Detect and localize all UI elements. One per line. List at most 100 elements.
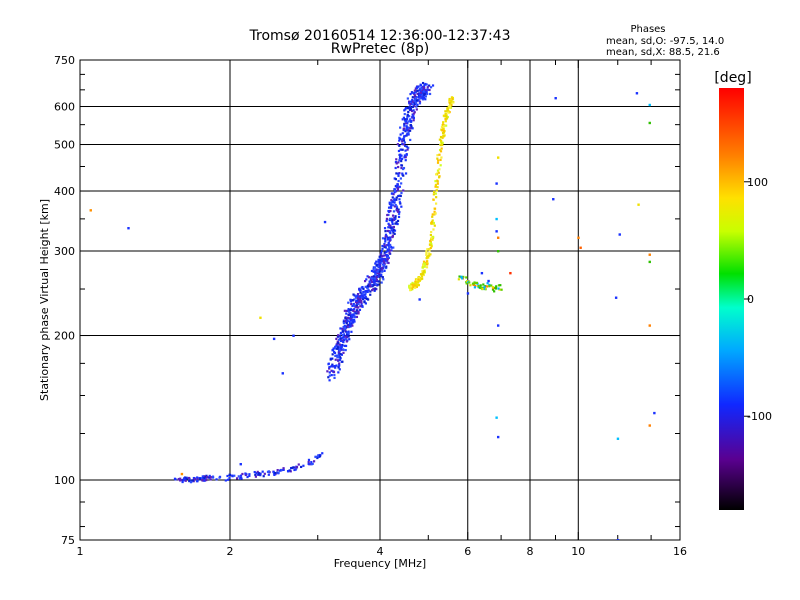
echo-point — [407, 106, 410, 109]
echo-point — [326, 370, 329, 373]
echo-point — [328, 379, 331, 382]
echo-point — [426, 248, 429, 251]
echo-point — [200, 477, 203, 480]
echo-point — [373, 288, 376, 291]
echo-point — [381, 247, 384, 250]
echo-point — [373, 266, 377, 269]
echo-point — [366, 286, 370, 289]
echo-point — [405, 126, 409, 129]
echo-point — [404, 156, 407, 159]
noise-point — [281, 372, 284, 375]
echo-point — [338, 364, 341, 367]
echo-point — [255, 472, 258, 475]
echo-point — [393, 229, 397, 232]
echo-point — [331, 357, 334, 360]
noise-point — [648, 121, 651, 125]
noise-point — [272, 337, 276, 341]
echo-point — [405, 145, 408, 148]
echo-point — [294, 468, 297, 471]
echo-point — [402, 139, 406, 142]
echo-point — [378, 272, 381, 275]
echo-point — [485, 285, 489, 288]
echo-point — [347, 332, 350, 336]
echo-point — [440, 147, 443, 150]
echo-point — [413, 111, 416, 114]
echo-point — [434, 180, 437, 183]
echo-point — [417, 284, 420, 287]
echo-point — [354, 312, 357, 315]
echo-point — [388, 245, 391, 249]
echo-point — [370, 280, 374, 283]
echo-point — [440, 139, 443, 142]
echo-point — [339, 335, 342, 338]
echo-point — [416, 283, 419, 287]
echo-point — [445, 115, 448, 118]
echo-point — [207, 476, 211, 479]
echo-point — [423, 262, 426, 265]
echo-point — [380, 249, 383, 253]
echo-point — [406, 115, 409, 118]
y-tick-labels: 75 100 200 300 400 500 600 750 — [54, 54, 75, 547]
echo-point — [389, 226, 392, 229]
echo-point — [396, 143, 399, 146]
echo-point — [379, 256, 382, 260]
echo-point — [397, 212, 401, 216]
echo-point — [367, 276, 371, 279]
echo-point — [393, 188, 396, 191]
echo-point — [447, 105, 450, 108]
echo-point — [258, 473, 261, 476]
echo-point — [408, 105, 412, 108]
echo-point — [377, 258, 380, 261]
echo-point — [479, 284, 482, 287]
echo-point — [437, 171, 440, 174]
echo-point — [466, 280, 469, 283]
echo-point — [430, 237, 433, 240]
echo-point — [184, 479, 187, 482]
echo-point — [353, 298, 356, 301]
echo-point — [341, 327, 344, 330]
echo-point — [413, 102, 416, 106]
echo-point — [339, 352, 342, 356]
echo-point — [361, 285, 364, 289]
echo-point — [399, 194, 402, 198]
echo-point — [357, 306, 360, 309]
echo-point — [424, 95, 428, 98]
echo-point — [415, 99, 418, 102]
echo-point — [333, 350, 336, 353]
noise-point — [648, 103, 651, 107]
echo-point — [495, 285, 498, 288]
echo-point — [441, 143, 444, 147]
noise-point — [509, 271, 512, 275]
phase-box-title: Phases — [630, 24, 665, 35]
echo-point — [334, 347, 337, 350]
echo-point — [389, 243, 392, 247]
echo-point — [307, 462, 310, 465]
noise-point — [292, 334, 295, 337]
echo-point — [440, 125, 444, 129]
echo-point — [415, 101, 418, 104]
echo-point — [490, 284, 493, 287]
echo-point — [201, 475, 204, 478]
echo-point — [375, 276, 378, 279]
echo-point — [177, 477, 181, 481]
echo-point — [341, 343, 344, 347]
echo-point — [364, 295, 367, 299]
echo-point — [358, 288, 361, 291]
echo-point — [440, 156, 443, 159]
echo-point — [388, 236, 392, 239]
echo-point — [438, 168, 441, 171]
echo-point — [369, 290, 372, 293]
noise-point — [554, 97, 557, 100]
echo-point — [444, 113, 447, 116]
echo-point — [389, 232, 392, 235]
echo-point — [353, 320, 356, 323]
echo-point — [373, 269, 376, 272]
echo-point — [377, 269, 380, 272]
echo-point — [396, 219, 400, 223]
echo-point — [203, 479, 206, 482]
echo-point — [339, 337, 342, 340]
echo-point — [381, 255, 384, 258]
echo-point — [419, 83, 422, 86]
echo-point — [390, 217, 394, 220]
echo-point — [426, 255, 429, 258]
